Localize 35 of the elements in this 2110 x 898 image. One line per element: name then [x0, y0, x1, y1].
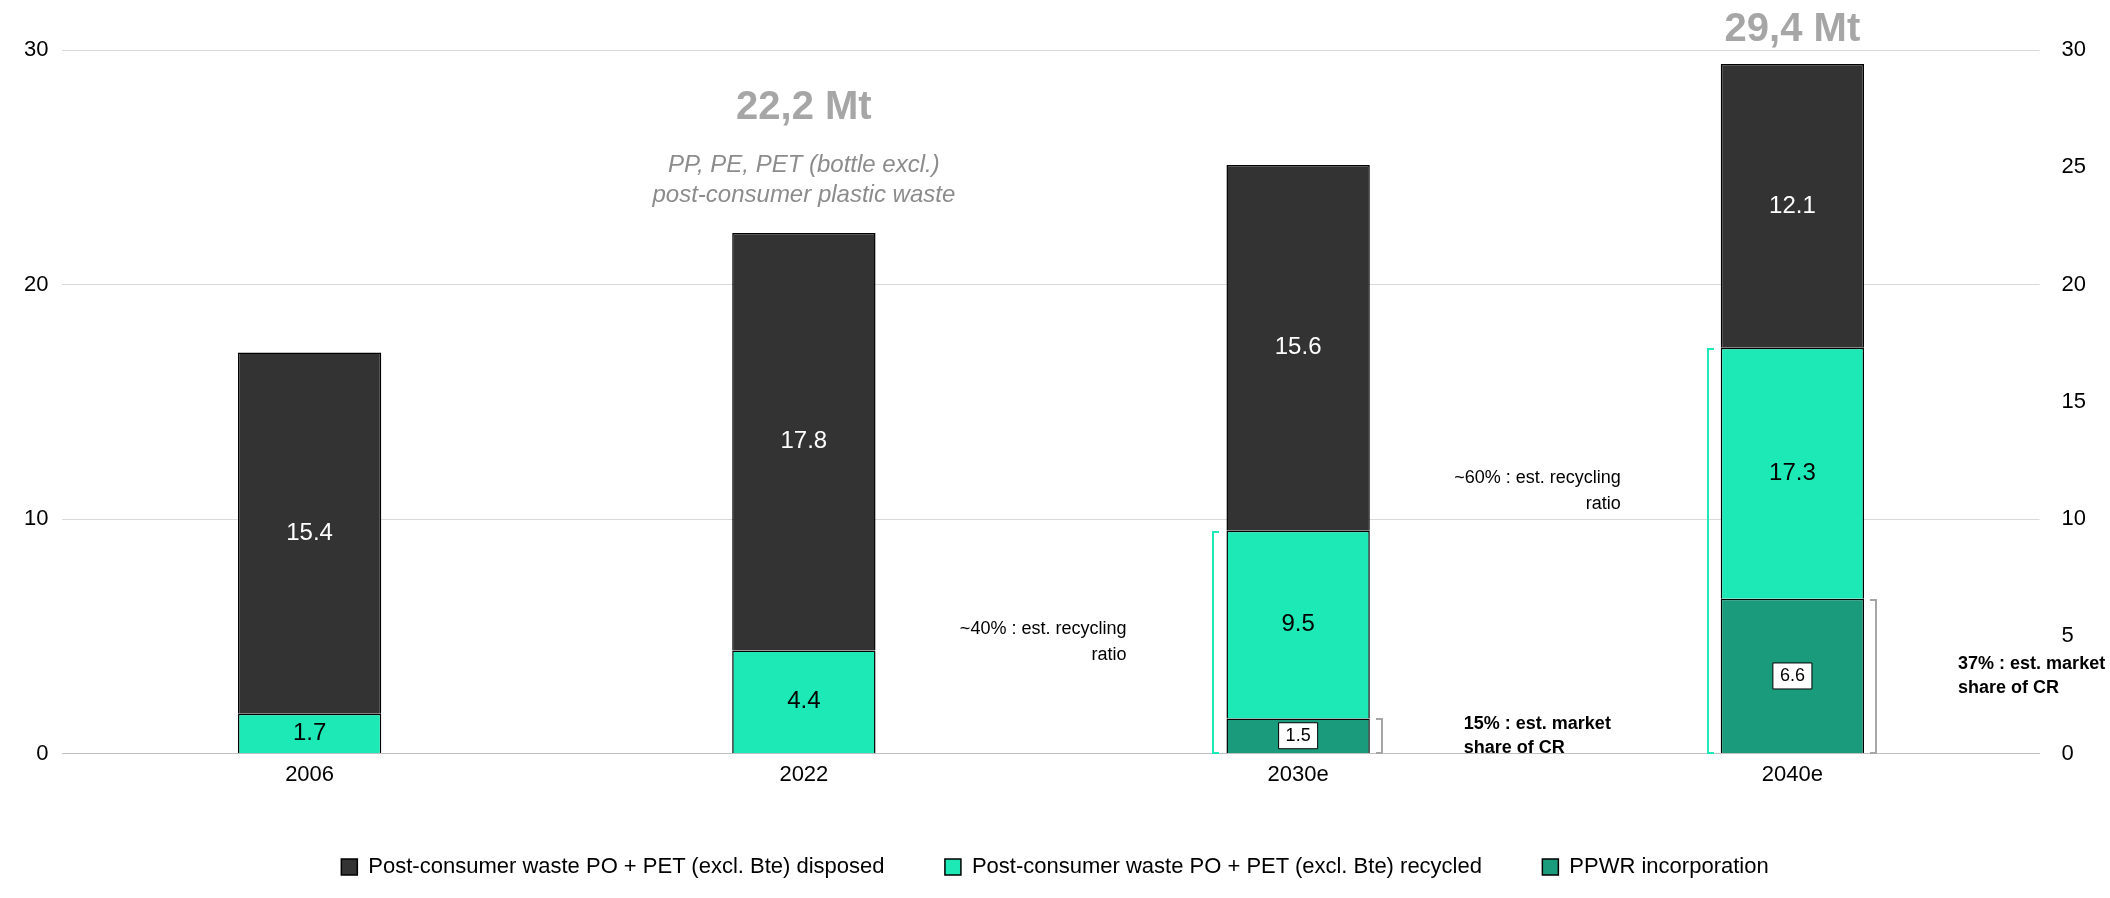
data-label: 1.7: [292, 718, 327, 746]
data-label: 6.6: [1779, 664, 1805, 685]
data-label: 15.6: [1274, 332, 1322, 360]
data-label: 1.5: [1285, 724, 1311, 745]
annotation: 37% : est. market share of CR: [1958, 652, 2106, 697]
data-label: 17.8: [780, 426, 828, 454]
y2-tick-label: 10: [2061, 505, 2087, 531]
x-tick-label: 2040e: [1761, 760, 1823, 786]
y2-tick-label: 15: [2061, 387, 2087, 413]
legend-label: Post-consumer waste PO + PET (excl. Bte) recycled: [971, 853, 1482, 879]
x-tick-label: 2006: [285, 760, 335, 786]
annotation: 22,2 Mt: [736, 82, 872, 127]
y-tick-label: 0: [36, 739, 49, 765]
annotation: 15% : est. market share of CR: [1463, 712, 1611, 757]
y2-tick-label: 20: [2061, 270, 2087, 296]
y2-tick-label: 5: [2061, 622, 2074, 648]
x-tick-label: 2022: [779, 760, 829, 786]
annotation: 29,4 Mt: [1724, 5, 1861, 50]
data-label: 4.4: [787, 686, 821, 714]
data-label: 12.1: [1769, 190, 1816, 218]
annotation: ~60% : est. recycling ratio: [1454, 466, 1621, 513]
y2-tick-label: 25: [2061, 153, 2087, 179]
legend-label: PPWR incorporation: [1569, 853, 1769, 879]
annotation: PP, PE, PET (bottle excl.) post-consumer plastic waste: [651, 149, 956, 207]
annotation: ~40% : est. recycling ratio: [959, 618, 1127, 665]
y2-tick-label: 0: [2061, 739, 2074, 765]
legend-label: Post-consumer waste PO + PET (excl. Bte) disposed: [368, 853, 885, 879]
y-tick-label: 20: [23, 270, 49, 296]
x-tick-label: 2030e: [1267, 760, 1329, 786]
y2-tick-label: 30: [2061, 36, 2087, 62]
data-label: 15.4: [286, 517, 333, 545]
annotation: 17.3: [1769, 457, 1816, 485]
y-tick-label: 10: [23, 505, 49, 531]
annotation: 9.5: [1281, 609, 1315, 637]
y-tick-label: 30: [23, 36, 49, 62]
